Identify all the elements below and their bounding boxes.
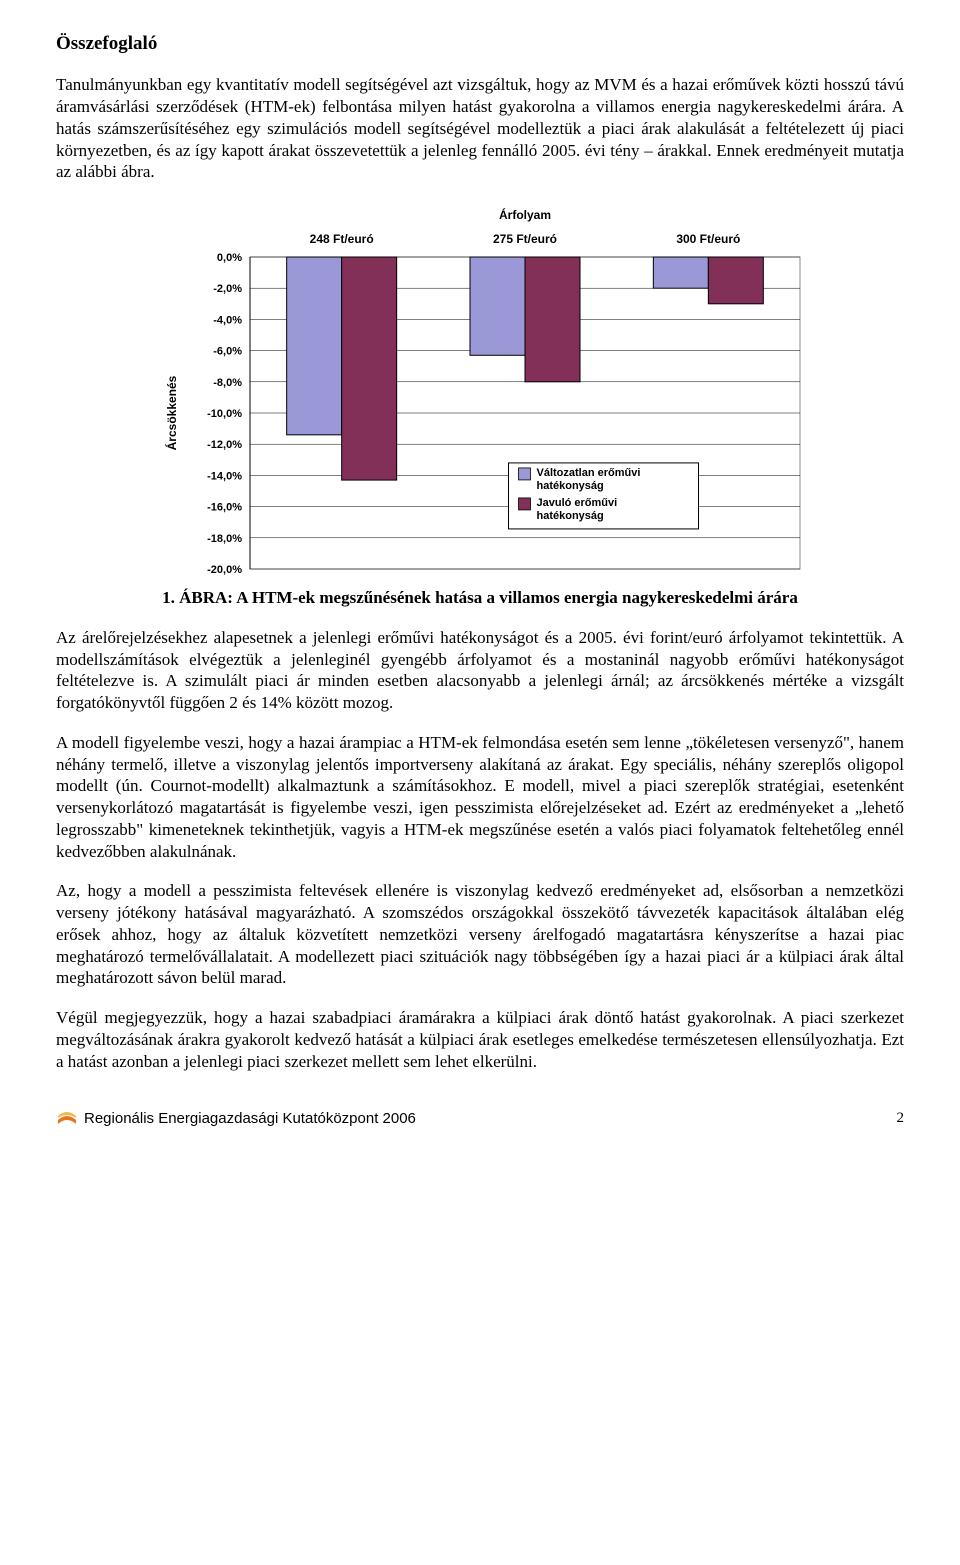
body-paragraph: Végül megjegyezzük, hogy a hazai szabadp…: [56, 1007, 904, 1072]
body-paragraph: A modell figyelembe veszi, hogy a hazai …: [56, 732, 904, 863]
svg-text:hatékonyság: hatékonyság: [537, 510, 604, 522]
footer-left: Regionális Energiagazdasági Kutatóközpon…: [56, 1108, 416, 1128]
svg-text:-8,0%: -8,0%: [213, 377, 242, 389]
body-paragraph: Az, hogy a modell a pesszimista feltevés…: [56, 880, 904, 989]
page-title: Összefoglaló: [56, 32, 904, 56]
svg-text:hatékonyság: hatékonyság: [537, 480, 604, 492]
figure-caption: 1. ÁBRA: A HTM-ek megszűnésének hatása a…: [56, 587, 904, 609]
bar-chart: 0,0% -2,0% -4,0% -6,0% -8,0% -10,0% -12,0% -14,…: [140, 201, 820, 581]
svg-text:-14,0%: -14,0%: [207, 470, 242, 482]
svg-text:-2,0%: -2,0%: [213, 283, 242, 295]
page-footer: Regionális Energiagazdasági Kutatóközpon…: [56, 1108, 904, 1128]
svg-text:0,0%: 0,0%: [217, 252, 242, 264]
logo-icon: [56, 1108, 78, 1128]
body-paragraph: Az árelőrejelzésekhez alapesetnek a jele…: [56, 627, 904, 714]
svg-text:-18,0%: -18,0%: [207, 533, 242, 545]
svg-text:-4,0%: -4,0%: [213, 314, 242, 326]
svg-text:-10,0%: -10,0%: [207, 408, 242, 420]
svg-text:Árcsökkenés: Árcsökkenés: [164, 375, 179, 450]
svg-text:-6,0%: -6,0%: [213, 346, 242, 358]
svg-text:Javuló erőművi: Javuló erőművi: [537, 497, 618, 509]
footer-org: Regionális Energiagazdasági Kutatóközpon…: [84, 1109, 416, 1128]
page-number: 2: [897, 1109, 905, 1128]
svg-text:275 Ft/euró: 275 Ft/euró: [493, 232, 557, 246]
body-paragraph: Tanulmányunkban egy kvantitatív modell s…: [56, 74, 904, 183]
svg-text:-12,0%: -12,0%: [207, 439, 242, 451]
svg-text:248 Ft/euró: 248 Ft/euró: [310, 232, 374, 246]
svg-text:300 Ft/euró: 300 Ft/euró: [676, 232, 740, 246]
chart-container: 0,0% -2,0% -4,0% -6,0% -8,0% -10,0% -12,0% -14,…: [140, 201, 820, 581]
svg-text:-16,0%: -16,0%: [207, 502, 242, 514]
svg-text:Árfolyam: Árfolyam: [499, 207, 551, 222]
svg-text:-20,0%: -20,0%: [207, 564, 242, 576]
svg-text:Változatlan erőművi: Változatlan erőművi: [537, 467, 641, 479]
